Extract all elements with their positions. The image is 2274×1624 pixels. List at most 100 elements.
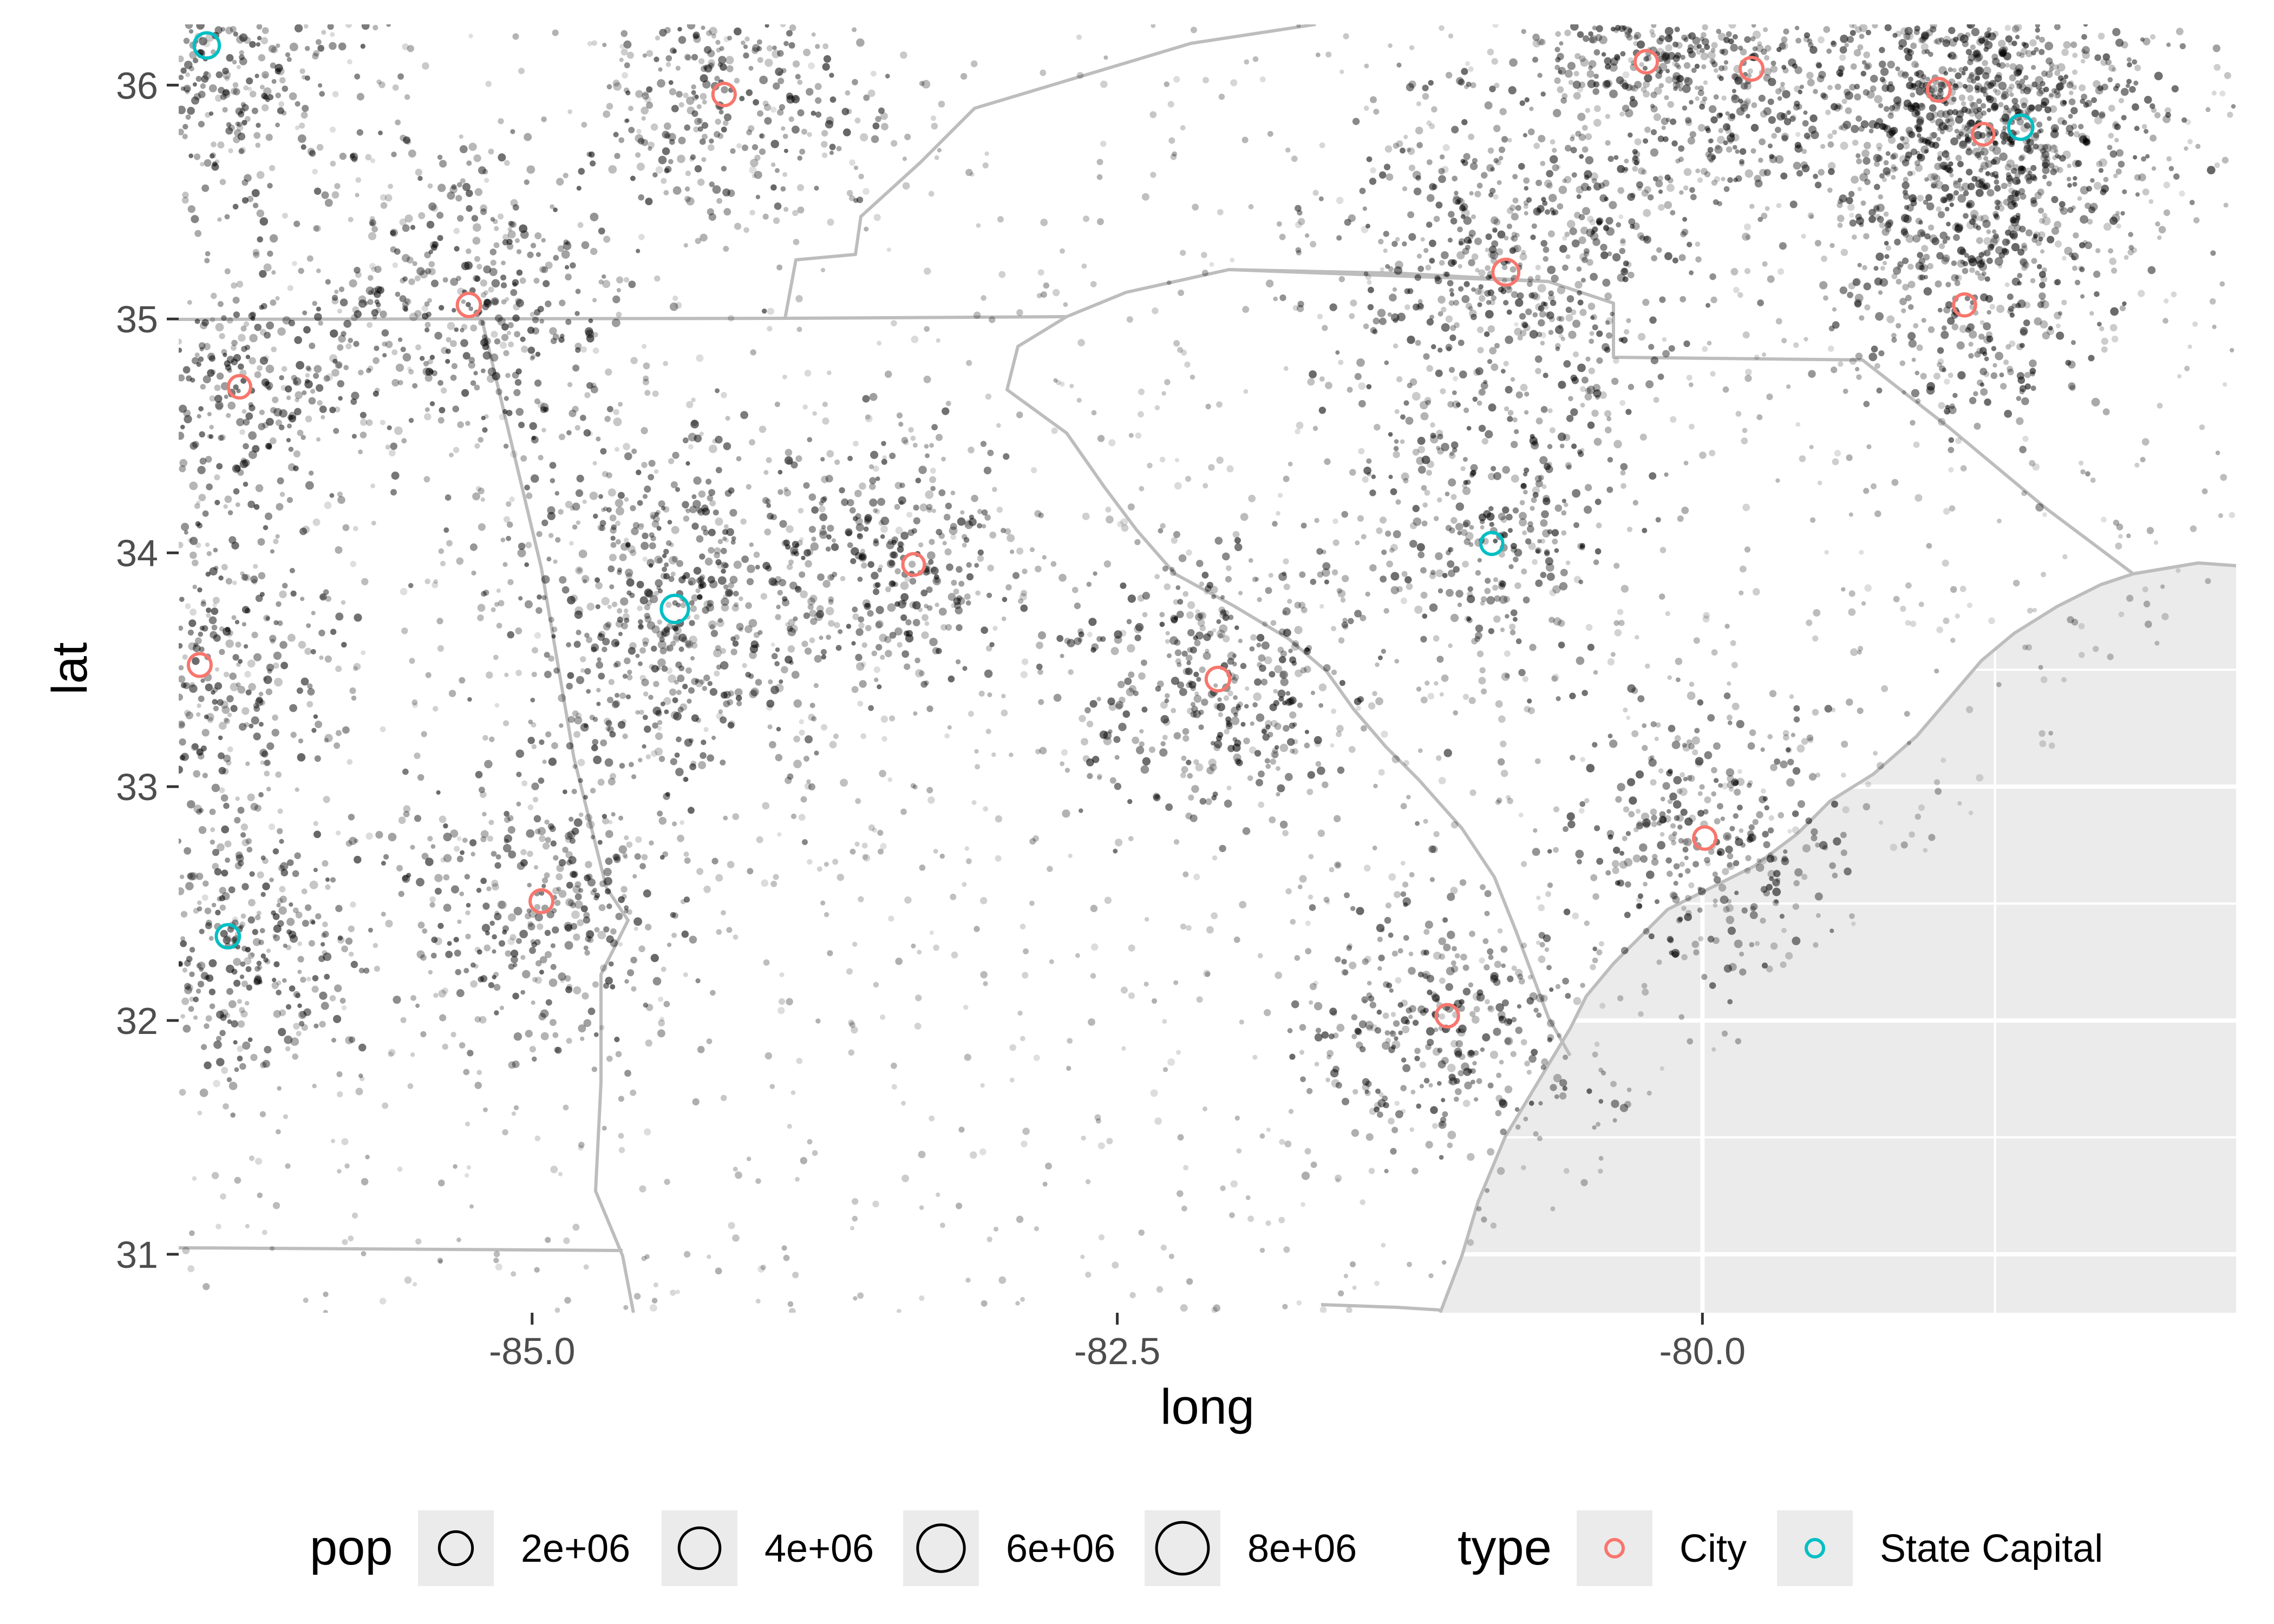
- population-point: [2227, 112, 2233, 118]
- population-point: [1561, 264, 1569, 271]
- population-point: [655, 166, 663, 174]
- population-point: [1417, 748, 1423, 754]
- population-point: [1479, 957, 1485, 964]
- population-point: [1580, 1178, 1588, 1187]
- population-point: [319, 1020, 326, 1028]
- population-point: [1296, 422, 1304, 429]
- population-point: [1283, 366, 1289, 371]
- population-point: [532, 1056, 537, 1062]
- population-point: [702, 100, 707, 104]
- population-point: [904, 576, 911, 582]
- population-point: [1289, 722, 1296, 729]
- population-point: [236, 388, 241, 394]
- population-point: [474, 1082, 482, 1089]
- population-point: [1254, 577, 1259, 581]
- population-point: [305, 481, 314, 490]
- population-point: [462, 352, 471, 360]
- population-point: [1312, 425, 1318, 431]
- population-point: [501, 333, 509, 342]
- population-point: [1526, 1070, 1532, 1075]
- population-point: [1384, 916, 1391, 924]
- population-point: [1220, 1185, 1226, 1191]
- population-point: [1792, 810, 1799, 817]
- population-point: [840, 575, 846, 581]
- population-point: [683, 852, 689, 857]
- population-point: [1711, 179, 1718, 186]
- population-point: [873, 214, 881, 221]
- population-point: [1602, 278, 1611, 287]
- population-point: [857, 1292, 864, 1299]
- population-point: [618, 896, 625, 903]
- population-point: [735, 1171, 742, 1179]
- population-point: [1372, 691, 1377, 696]
- population-point: [1455, 402, 1461, 408]
- population-point: [1524, 410, 1529, 415]
- population-point: [1249, 646, 1255, 652]
- population-point: [886, 247, 891, 252]
- population-point: [439, 407, 446, 414]
- population-point: [1625, 881, 1631, 888]
- population-point: [1217, 703, 1225, 712]
- population-point: [539, 739, 545, 745]
- population-point: [1120, 518, 1128, 526]
- population-point: [977, 509, 983, 514]
- population-point: [1177, 346, 1184, 353]
- population-point: [1979, 165, 1985, 171]
- population-point: [574, 900, 583, 909]
- population-point: [1310, 579, 1317, 585]
- population-point: [1849, 357, 1857, 365]
- population-point: [1256, 643, 1262, 648]
- population-point: [578, 1142, 585, 1148]
- population-point: [1671, 948, 1680, 958]
- population-point: [382, 1102, 389, 1109]
- population-point: [1040, 219, 1048, 226]
- population-point: [777, 832, 782, 837]
- population-point: [481, 924, 491, 932]
- population-point: [494, 601, 499, 607]
- population-point: [585, 327, 593, 336]
- population-point: [599, 880, 606, 887]
- population-point: [1348, 746, 1356, 753]
- population-point: [531, 435, 536, 441]
- population-point: [1420, 237, 1425, 242]
- population-point: [532, 977, 538, 983]
- population-point: [633, 926, 638, 931]
- population-point: [1128, 671, 1135, 678]
- population-point: [1741, 907, 1748, 914]
- population-point: [1763, 889, 1770, 896]
- population-point: [1697, 887, 1706, 896]
- population-point: [1212, 855, 1218, 861]
- population-point: [935, 603, 939, 607]
- population-point: [1450, 886, 1458, 894]
- population-point: [424, 413, 432, 421]
- population-point: [1426, 159, 1433, 165]
- population-point: [408, 278, 415, 285]
- population-point: [228, 148, 233, 154]
- population-point: [1803, 337, 1808, 342]
- population-point: [755, 1178, 761, 1184]
- population-point: [330, 628, 337, 635]
- population-point: [425, 857, 434, 866]
- population-point: [182, 192, 189, 199]
- population-point: [909, 578, 917, 585]
- population-point: [1260, 678, 1268, 686]
- population-point: [1521, 250, 1526, 255]
- population-point: [571, 910, 580, 919]
- population-point: [250, 316, 256, 321]
- population-point: [1043, 282, 1050, 289]
- population-point: [1402, 881, 1409, 888]
- population-point: [2145, 620, 2152, 628]
- population-point: [701, 122, 709, 129]
- population-point: [1431, 106, 1437, 113]
- population-point: [685, 401, 694, 409]
- population-point: [532, 316, 539, 324]
- population-point: [800, 1157, 807, 1164]
- population-point: [1568, 80, 1574, 86]
- population-point: [686, 197, 695, 206]
- population-point: [546, 910, 554, 919]
- population-point: [608, 961, 614, 967]
- population-point: [548, 757, 557, 766]
- population-point: [919, 81, 925, 87]
- population-point: [1075, 953, 1080, 958]
- population-point: [1432, 994, 1440, 1003]
